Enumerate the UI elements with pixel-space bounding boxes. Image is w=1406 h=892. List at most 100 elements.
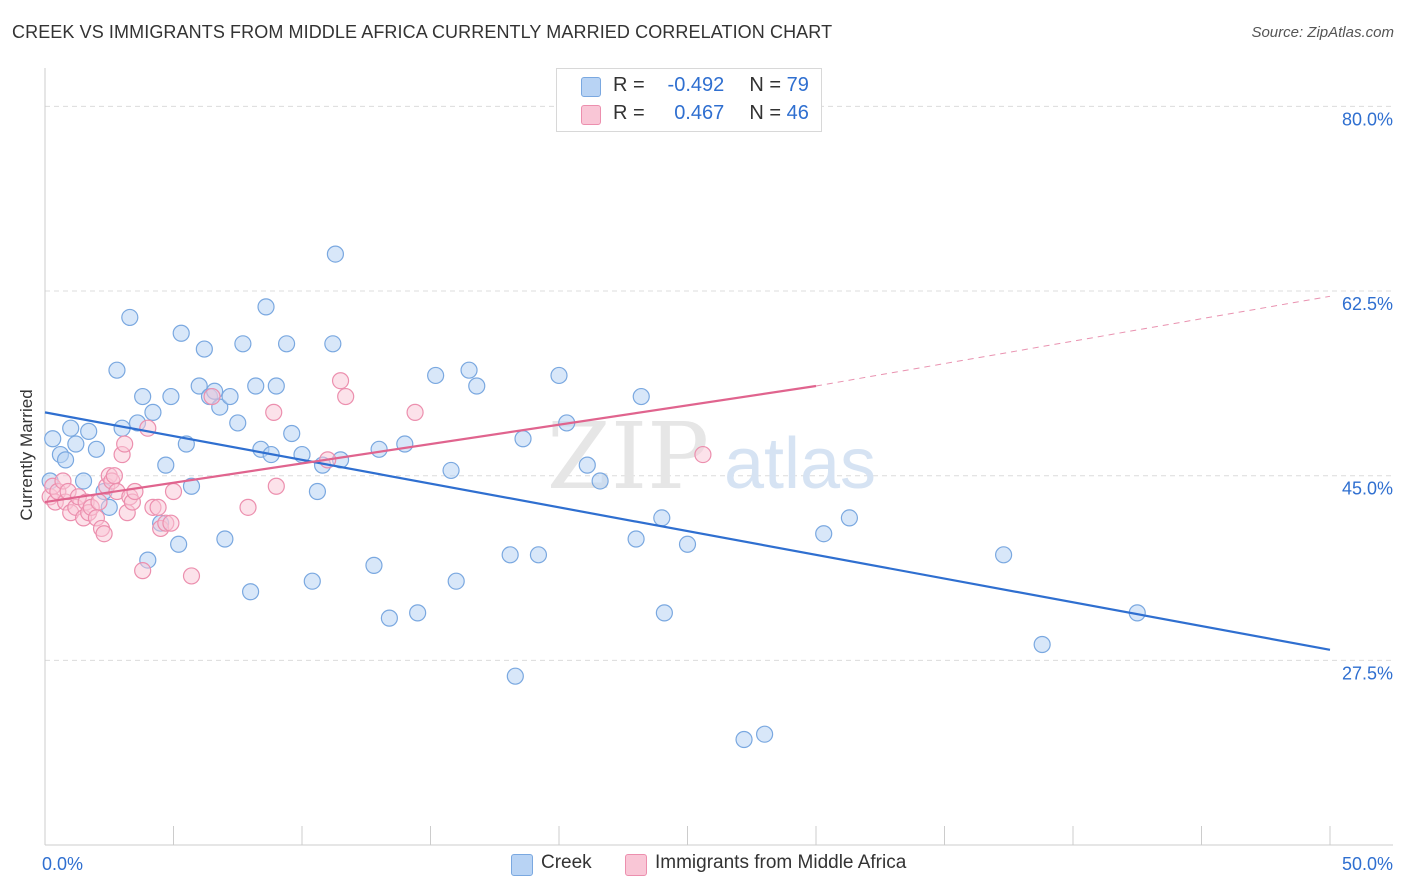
legend-n-label: N = (749, 102, 782, 124)
creek-point (242, 583, 260, 601)
chart-title: CREEK VS IMMIGRANTS FROM MIDDLE AFRICA C… (12, 22, 833, 42)
legend-n-label: N = (749, 74, 782, 96)
creek-point (134, 387, 152, 406)
immigrants-point (162, 514, 180, 532)
creek-point (815, 525, 833, 543)
immigrants-point (126, 482, 144, 501)
immigrants-point (95, 525, 113, 543)
legend-label-immigrants: Immigrants from Middle Africa (655, 852, 907, 873)
immigrants-point (694, 445, 712, 464)
creek-point (653, 509, 671, 527)
legend-swatch-immigrants (581, 105, 601, 125)
immigrants-point (267, 477, 285, 495)
immigrants-points (41, 372, 712, 585)
creek-point (108, 361, 126, 379)
creek-point (468, 377, 486, 395)
creek-point (529, 546, 548, 564)
immigrants-trend-extension (815, 295, 1331, 387)
immigrants-point (265, 403, 283, 421)
creek-point (632, 387, 650, 406)
creek-point (229, 414, 247, 432)
immigrants-point (239, 498, 257, 516)
legend-label-creek: Creek (541, 852, 592, 873)
creek-point (221, 387, 239, 406)
legend-r-label: R = (613, 74, 645, 96)
y-tick-label: 62.5% (1342, 294, 1393, 314)
creek-point (303, 572, 321, 590)
creek-point (56, 451, 75, 469)
series-legend: Creek Immigrants from Middle Africa (0, 852, 1406, 878)
creek-trend-line (44, 411, 1331, 651)
creek-point (755, 725, 774, 743)
creek-point (506, 667, 524, 685)
creek-point (995, 546, 1013, 564)
creek-point (157, 456, 175, 474)
creek-point (234, 335, 252, 353)
immigrants-point (164, 482, 183, 501)
creek-points (41, 245, 1146, 749)
x-tick-label: 50.0% (1342, 854, 1393, 874)
immigrants-point (406, 403, 424, 421)
immigrants-trend-line (44, 384, 817, 504)
creek-point (840, 509, 859, 527)
immigrants-point (105, 467, 123, 485)
creek-point (550, 366, 568, 385)
creek-point (380, 609, 398, 627)
trend-lines (44, 295, 1331, 651)
creek-point (87, 440, 106, 458)
creek-point (216, 530, 234, 548)
tick-labels: 27.5% 45.0% 62.5% 80.0% 0.0% 50.0% (42, 109, 1393, 874)
legend-r-value-immigrants: 0.467 (674, 102, 725, 124)
creek-point (144, 403, 162, 421)
immigrants-point (116, 435, 134, 453)
immigrants-point (90, 493, 108, 511)
creek-point (514, 430, 532, 448)
immigrants-point (134, 562, 152, 580)
creek-point (447, 572, 465, 590)
legend-r-value-creek: -0.492 (667, 74, 725, 96)
creek-point (182, 477, 201, 495)
stats-legend: R = -0.492 N = 79 R = 0.467 N = 46 (556, 68, 822, 132)
creek-point (267, 377, 285, 395)
creek-point (44, 430, 62, 448)
creek-point (370, 440, 388, 458)
creek-point (195, 340, 213, 358)
creek-point (121, 308, 139, 327)
immigrants-point (337, 387, 355, 406)
immigrants-point (182, 567, 201, 585)
legend-swatch-creek (581, 77, 601, 97)
immigrants-point (139, 419, 157, 437)
creek-point (427, 366, 445, 385)
creek-point (326, 245, 345, 263)
creek-point (172, 324, 190, 342)
creek-point (190, 377, 208, 395)
legend-n-value-immigrants: 46 (786, 102, 809, 124)
creek-point (170, 535, 188, 553)
immigrants-point (149, 498, 167, 516)
creek-point (80, 422, 98, 440)
legend-r-label: R = (613, 102, 645, 124)
creek-point (627, 530, 645, 548)
creek-point (655, 604, 673, 622)
y-tick-label: 27.5% (1342, 663, 1393, 683)
y-tick-label: 45.0% (1342, 479, 1393, 499)
immigrants-point (331, 372, 350, 390)
creek-point (460, 361, 478, 379)
immigrants-point (203, 387, 221, 406)
legend-swatch-creek (511, 854, 533, 876)
creek-point (308, 482, 327, 501)
creek-point (591, 472, 609, 490)
creek-point (324, 335, 342, 353)
creek-point (67, 435, 85, 453)
x-tick-label: 0.0% (42, 854, 83, 874)
creek-point (247, 377, 265, 395)
creek-point (162, 387, 180, 406)
creek-point (277, 335, 296, 353)
y-axis-label: Currently Married (17, 389, 36, 521)
watermark-atlas: atlas (724, 424, 876, 504)
creek-point (409, 604, 427, 622)
watermark: ZIP atlas (547, 403, 876, 510)
gridlines (45, 105, 1393, 661)
legend-n-value-creek: 79 (786, 74, 809, 96)
